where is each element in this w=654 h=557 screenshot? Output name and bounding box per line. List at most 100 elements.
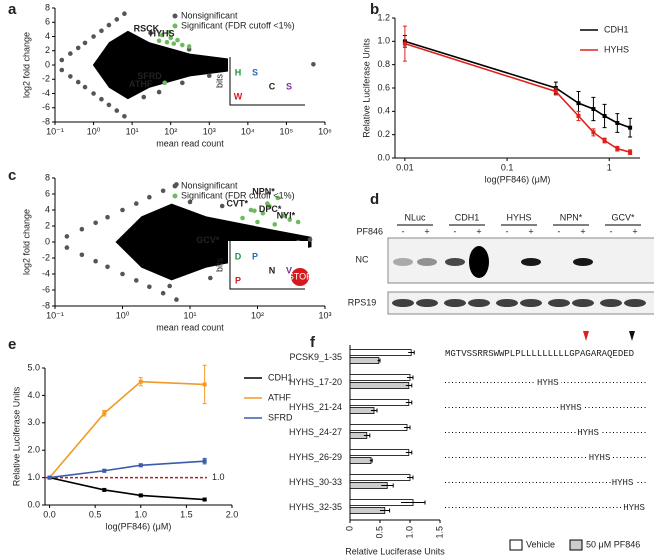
arrow-black	[629, 331, 635, 341]
marker	[591, 130, 596, 135]
legend-swatch	[569, 539, 583, 551]
y-tick-label: 3.0	[27, 417, 40, 427]
point	[59, 67, 65, 73]
band	[521, 258, 541, 266]
bar	[349, 474, 411, 481]
bar	[349, 357, 380, 364]
lane-label: HYHS	[506, 212, 531, 222]
legend-label: HYHS	[604, 44, 629, 54]
legend-label: SFRD	[268, 412, 293, 422]
x-tick-label: 1.5	[180, 509, 193, 519]
blot-nc	[387, 237, 654, 284]
minus: -	[402, 226, 405, 236]
y-axis-label: Relative Luciferase Units	[11, 386, 21, 486]
band	[496, 299, 518, 307]
x-tick-label: 1.0	[404, 526, 414, 539]
category-label: HYHS_24-27	[289, 427, 342, 437]
x-tick-label: 0.0	[43, 509, 56, 519]
y-tick-label: -2	[42, 74, 50, 84]
marker	[138, 379, 143, 384]
point	[122, 11, 127, 16]
marker	[628, 125, 633, 130]
logo-letter: P	[252, 251, 258, 261]
point	[93, 258, 98, 264]
band	[468, 299, 490, 307]
marker	[628, 150, 633, 155]
axes	[44, 368, 232, 506]
error-bar	[407, 375, 414, 380]
point	[219, 203, 225, 209]
point	[240, 215, 245, 221]
y-tick-label: 1.0	[27, 472, 40, 482]
motif: HYHS	[537, 378, 559, 388]
logo-axis	[229, 57, 305, 106]
motif: HYHS	[577, 428, 599, 438]
minus: -	[506, 226, 509, 236]
point	[114, 108, 120, 113]
point	[79, 226, 85, 232]
band	[572, 299, 594, 307]
band	[469, 246, 489, 278]
band	[573, 258, 593, 266]
point	[164, 39, 170, 45]
point	[93, 220, 98, 226]
y-tick-label: 0.4	[377, 106, 390, 116]
error-bar	[381, 483, 394, 488]
sequence: MGTVSSRRSWWPLPLLLLLLLLLGPAGARAQEDED	[445, 349, 634, 359]
x-tick-label: 1	[607, 162, 612, 172]
treatment-label: PF846	[356, 226, 383, 236]
point	[120, 271, 125, 277]
logo-letter: W	[234, 91, 243, 101]
bar	[349, 349, 412, 356]
lane-label: NPN*	[560, 212, 583, 222]
y-tick-label: -4	[42, 88, 50, 98]
legend-label: CDH1	[268, 372, 293, 382]
logo-letter: STOP	[288, 271, 312, 281]
band	[600, 299, 622, 307]
x-axis-label: log(PF846) (μM)	[485, 174, 551, 184]
x-tick-label: 0.5	[89, 509, 102, 519]
row-label: NC	[356, 254, 369, 264]
y-axis-label: log2 fold change	[21, 32, 31, 98]
x-tick-label: 0.5	[374, 526, 384, 539]
point	[295, 219, 301, 225]
y-tick-label: 5.0	[27, 362, 40, 372]
point	[64, 245, 70, 250]
point	[105, 214, 110, 220]
y-tick-label: 1.2	[377, 12, 390, 22]
x-tick-label: 0.1	[501, 162, 514, 172]
point	[91, 34, 96, 39]
error-bar	[371, 408, 378, 413]
point	[255, 219, 260, 225]
plus: +	[528, 226, 533, 236]
error-bar	[405, 383, 413, 388]
y-tick-label: 8	[45, 172, 50, 182]
legend-marker	[172, 13, 178, 19]
marker	[202, 497, 207, 502]
marker	[591, 107, 596, 111]
logo-letter: S	[252, 67, 258, 77]
marker	[102, 487, 107, 492]
error-bar	[380, 508, 391, 513]
x-tick-label: 10⁰	[87, 126, 101, 136]
band	[520, 299, 542, 307]
legend-marker	[172, 183, 178, 189]
marker	[576, 101, 581, 106]
y-tick-label: 0.8	[377, 59, 390, 69]
point	[162, 80, 168, 86]
marker	[615, 146, 620, 151]
point	[133, 278, 139, 283]
reference-label: 1.0	[212, 472, 225, 482]
point	[208, 275, 213, 281]
lane-label: CDH1	[455, 212, 480, 222]
band	[548, 299, 570, 307]
point	[265, 201, 270, 206]
x-tick-label: 10⁻¹	[46, 126, 64, 136]
y-tick-label: 0	[45, 59, 50, 69]
y-tick-label: 4	[45, 204, 50, 214]
band	[417, 258, 437, 266]
legend-label: Vehicle	[526, 539, 555, 549]
plus: +	[580, 226, 585, 236]
y-axis-label: Relative Luciferase Units	[361, 38, 371, 138]
panel-label: f	[310, 334, 316, 351]
